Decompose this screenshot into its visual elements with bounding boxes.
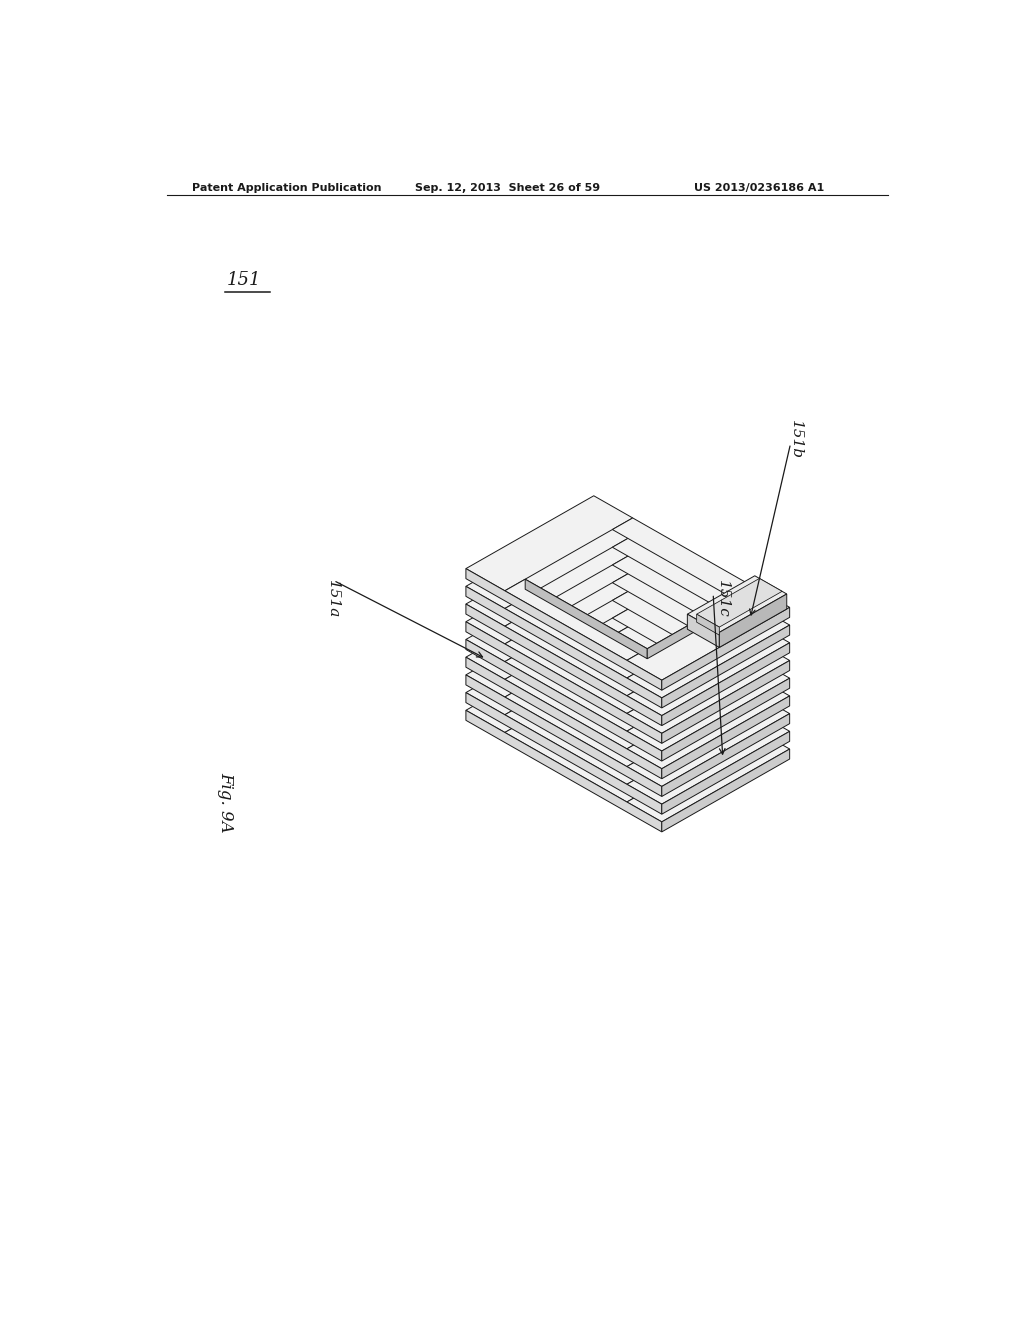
Polygon shape bbox=[505, 721, 647, 803]
Polygon shape bbox=[719, 594, 786, 647]
Polygon shape bbox=[505, 597, 647, 678]
Polygon shape bbox=[466, 513, 633, 609]
Polygon shape bbox=[466, 639, 662, 762]
Polygon shape bbox=[525, 579, 647, 659]
Polygon shape bbox=[687, 614, 719, 647]
Polygon shape bbox=[612, 536, 755, 616]
Polygon shape bbox=[647, 616, 734, 676]
Text: 151b: 151b bbox=[790, 420, 803, 459]
Polygon shape bbox=[466, 586, 662, 708]
Polygon shape bbox=[505, 685, 647, 767]
Polygon shape bbox=[612, 517, 755, 599]
Polygon shape bbox=[466, 605, 662, 726]
Text: Fig. 9A: Fig. 9A bbox=[217, 771, 234, 832]
Polygon shape bbox=[466, 619, 633, 714]
Polygon shape bbox=[647, 723, 734, 783]
Polygon shape bbox=[466, 496, 633, 591]
Text: Sep. 12, 2013  Sheet 26 of 59: Sep. 12, 2013 Sheet 26 of 59 bbox=[415, 183, 600, 193]
Text: 151a: 151a bbox=[326, 581, 340, 619]
Polygon shape bbox=[662, 731, 790, 814]
Polygon shape bbox=[525, 649, 647, 730]
Polygon shape bbox=[612, 572, 755, 652]
Polygon shape bbox=[612, 589, 755, 671]
Polygon shape bbox=[696, 578, 782, 627]
Polygon shape bbox=[662, 696, 790, 779]
Polygon shape bbox=[466, 566, 633, 661]
Polygon shape bbox=[612, 606, 755, 688]
Polygon shape bbox=[525, 704, 647, 783]
Polygon shape bbox=[612, 624, 755, 705]
Polygon shape bbox=[662, 714, 790, 796]
Polygon shape bbox=[647, 705, 734, 766]
Polygon shape bbox=[647, 671, 734, 730]
Polygon shape bbox=[647, 741, 734, 800]
Text: Patent Application Publication: Patent Application Publication bbox=[191, 183, 381, 193]
Polygon shape bbox=[466, 569, 662, 690]
Polygon shape bbox=[647, 688, 734, 747]
Polygon shape bbox=[662, 748, 790, 832]
Polygon shape bbox=[525, 597, 647, 676]
Polygon shape bbox=[466, 531, 633, 626]
Polygon shape bbox=[466, 693, 662, 814]
Polygon shape bbox=[627, 640, 790, 734]
Polygon shape bbox=[466, 657, 662, 779]
Polygon shape bbox=[662, 660, 790, 743]
Polygon shape bbox=[627, 711, 790, 804]
Polygon shape bbox=[627, 694, 790, 787]
Polygon shape bbox=[627, 729, 790, 822]
Polygon shape bbox=[612, 642, 755, 723]
Polygon shape bbox=[466, 638, 633, 733]
Polygon shape bbox=[612, 553, 755, 635]
Polygon shape bbox=[505, 579, 647, 660]
Polygon shape bbox=[466, 622, 662, 743]
Polygon shape bbox=[466, 549, 633, 644]
Polygon shape bbox=[505, 615, 647, 696]
Polygon shape bbox=[505, 704, 647, 784]
Polygon shape bbox=[647, 599, 734, 659]
Polygon shape bbox=[525, 685, 647, 766]
Polygon shape bbox=[466, 675, 662, 796]
Polygon shape bbox=[662, 626, 790, 708]
Polygon shape bbox=[466, 602, 633, 697]
Polygon shape bbox=[525, 721, 647, 800]
Polygon shape bbox=[505, 632, 647, 713]
Polygon shape bbox=[662, 643, 790, 726]
Polygon shape bbox=[525, 668, 647, 747]
Polygon shape bbox=[525, 632, 647, 711]
Polygon shape bbox=[647, 635, 734, 694]
Polygon shape bbox=[647, 652, 734, 711]
Polygon shape bbox=[466, 710, 662, 832]
Text: 151: 151 bbox=[226, 272, 261, 289]
Polygon shape bbox=[627, 676, 790, 768]
Polygon shape bbox=[505, 649, 647, 731]
Polygon shape bbox=[525, 615, 647, 694]
Text: US 2013/0236186 A1: US 2013/0236186 A1 bbox=[693, 183, 824, 193]
Text: 151c: 151c bbox=[716, 581, 729, 618]
Polygon shape bbox=[662, 607, 790, 690]
Polygon shape bbox=[662, 678, 790, 762]
Polygon shape bbox=[505, 668, 647, 748]
Polygon shape bbox=[687, 576, 786, 632]
Polygon shape bbox=[612, 660, 755, 741]
Polygon shape bbox=[627, 659, 790, 751]
Polygon shape bbox=[627, 623, 790, 715]
Polygon shape bbox=[696, 614, 719, 635]
Polygon shape bbox=[627, 587, 790, 680]
Polygon shape bbox=[466, 585, 633, 680]
Polygon shape bbox=[627, 605, 790, 698]
